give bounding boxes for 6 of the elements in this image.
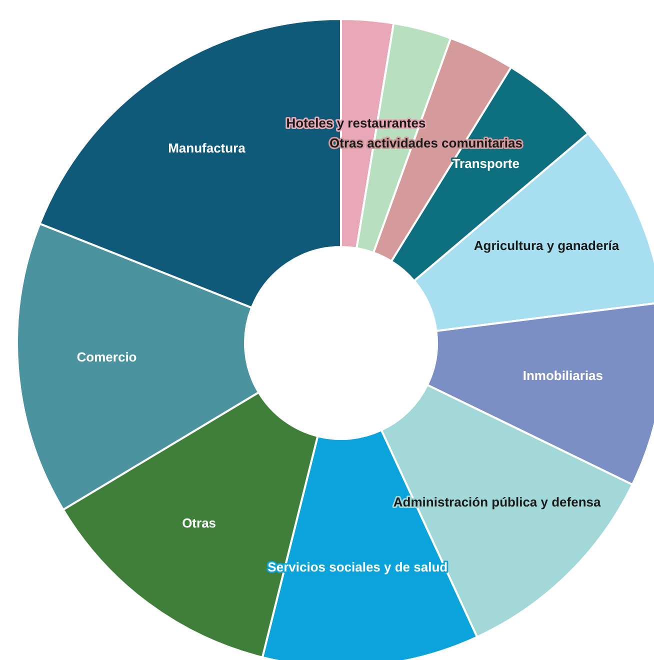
- slice-label: Inmobiliarias: [522, 368, 604, 383]
- slice-label: Comercio: [76, 349, 137, 364]
- slice-label: Manufactura: [168, 140, 246, 156]
- slice-label: Agricultura y ganadería: [474, 238, 620, 253]
- slice-label: Otras: [182, 515, 216, 530]
- slice-label: Transporte: [452, 156, 520, 172]
